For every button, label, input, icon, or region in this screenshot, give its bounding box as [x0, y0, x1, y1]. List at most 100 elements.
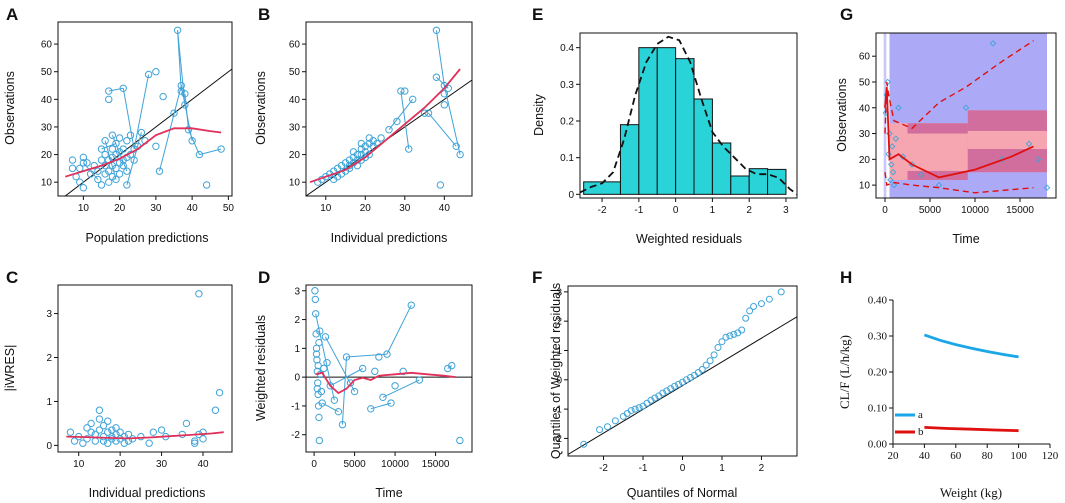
data-point: [181, 90, 189, 98]
subject-link: [126, 132, 142, 186]
plot-frame: [875, 32, 1057, 199]
x-tick-label: 15000: [1006, 205, 1034, 216]
data-point: [698, 366, 706, 374]
y-tick-label: 2: [556, 317, 562, 328]
data-point: [365, 150, 373, 159]
x-tick-label: 40: [197, 459, 209, 470]
x-tick-label: 2: [746, 205, 752, 216]
x-axis-title: Individual predictions: [89, 486, 206, 500]
x-tick-label: 0: [882, 205, 888, 216]
data-point: [367, 405, 375, 413]
data-point: [177, 81, 185, 90]
x-tick-label: 5000: [919, 205, 942, 216]
data-point: [730, 330, 738, 338]
observed-point: [887, 176, 894, 184]
y-tick-label: 60: [289, 40, 301, 51]
y-tick-label: 60: [859, 52, 871, 63]
data-point: [79, 153, 88, 162]
x-tick-label: 10: [78, 203, 90, 214]
data-point: [101, 137, 109, 145]
data-point: [188, 137, 196, 145]
observed-point: [1034, 156, 1042, 163]
data-point: [70, 437, 79, 445]
data-point: [202, 181, 211, 189]
subject-link: [386, 304, 412, 355]
y-axis-title: Observations: [254, 71, 268, 145]
histogram-bar: [675, 58, 695, 195]
x-tick-label: 0: [680, 463, 686, 474]
y-tick-label: 0: [556, 375, 562, 386]
y-tick-label: 2: [46, 353, 52, 364]
data-point: [456, 436, 464, 445]
data-point: [317, 387, 326, 396]
density-curve: [580, 35, 797, 196]
data-point: [312, 310, 320, 318]
data-point: [377, 134, 385, 142]
histogram-bar: [656, 47, 677, 195]
panel-letter: H: [840, 268, 852, 287]
panel-letter: E: [532, 5, 543, 24]
y-tick-label: 40: [41, 95, 53, 106]
plot-frame: [579, 32, 798, 199]
data-point: [79, 184, 88, 192]
data-point: [671, 382, 679, 390]
x-tick-label: 10: [73, 459, 85, 470]
data-point: [627, 407, 635, 415]
y-axis-title: Quantiles of Weighted residuals: [549, 283, 563, 459]
data-point: [87, 419, 95, 428]
data-point: [315, 436, 324, 445]
data-point: [83, 159, 91, 167]
subject-link: [122, 88, 135, 150]
data-point: [108, 131, 117, 139]
subject-link: [324, 336, 356, 392]
y-tick-label: 3: [556, 287, 562, 298]
data-point: [358, 364, 367, 373]
data-point: [424, 109, 433, 117]
data-point: [95, 406, 104, 414]
data-point: [320, 364, 328, 373]
data-point: [152, 68, 160, 76]
panel-letter: F: [532, 268, 542, 287]
data-point: [105, 178, 113, 186]
data-point: [371, 367, 379, 376]
y-tick-label: 0.40: [868, 295, 888, 307]
smooth-line: [66, 431, 224, 440]
panel-letter: G: [840, 5, 853, 24]
y-tick-label: 40: [859, 103, 871, 114]
observed-point: [917, 171, 925, 179]
subject-link: [330, 368, 363, 387]
upper-percentile-line: [884, 40, 1034, 134]
data-point: [456, 150, 464, 159]
data-point: [765, 295, 773, 303]
x-tick-label: 30: [150, 203, 162, 214]
data-point: [137, 432, 145, 441]
data-point: [181, 101, 189, 109]
data-point: [387, 399, 395, 407]
identity-line: [64, 68, 232, 196]
subject-link: [388, 98, 414, 131]
panel-a: 10 20 30 40 50 10 20 30 40 50 60 Population predict…: [3, 5, 234, 245]
x-tick-label: 0: [311, 459, 317, 470]
x-tick-label: -1: [639, 463, 648, 474]
plot-frame: [305, 21, 473, 197]
data-point: [375, 353, 383, 361]
data-point: [405, 145, 413, 153]
data-point: [66, 428, 75, 436]
x-tick-label: -2: [599, 463, 608, 474]
data-point: [314, 379, 322, 387]
y-tick-label: 10: [289, 178, 301, 189]
x-tick-label: 3: [783, 205, 789, 216]
x-tick-label: 20: [888, 450, 900, 462]
observed-point: [892, 135, 900, 142]
y-axis-title: Observations: [3, 71, 17, 145]
data-point: [95, 415, 104, 423]
data-point: [119, 161, 127, 170]
y-axis-title: Weighted residuals: [254, 315, 268, 421]
subject-link: [108, 87, 124, 92]
x-tick-label: 120: [1042, 450, 1059, 462]
panel-h: ab 20 40 60 80 100 120 0.00 0.10 0.20 0.30 0.40 Weig…: [837, 268, 1059, 500]
y-axis-title: CL/F (L/h/kg): [837, 335, 852, 409]
data-point: [706, 357, 714, 365]
y-axis-title: Observations: [835, 78, 849, 152]
